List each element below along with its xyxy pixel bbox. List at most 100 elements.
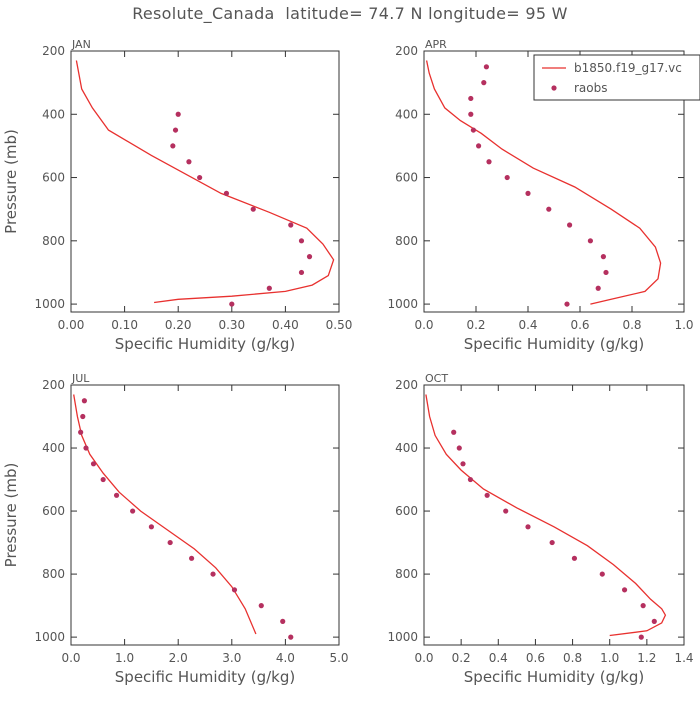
x-axis-label: Specific Humidity (g/kg) [464,335,644,353]
x-tick-label: 0.6 [570,318,589,332]
x-tick-label: 0.2 [466,318,485,332]
obs-point [80,413,86,420]
obs-point [484,492,490,498]
obs-point [81,398,87,404]
obs-point [167,539,173,546]
obs-point [481,80,487,86]
x-tick-label: 2.0 [169,651,188,665]
obs-point [175,111,181,117]
legend-entry-model: b1850.f19_g17.vc [574,61,682,75]
obs-point [266,285,272,291]
obs-point [90,461,97,467]
obs-point [621,587,628,593]
obs-point [549,539,555,546]
x-tick-label: 0.00 [58,318,85,332]
x-tick-label: 1.4 [674,651,693,665]
x-tick-label: 0.6 [526,651,545,665]
obs-point [231,587,238,593]
panel-label: APR [425,38,447,51]
obs-point [587,238,594,244]
legend-box [533,54,700,101]
obs-point [564,301,570,307]
figure-title: Resolute_Canada latitude= 74.7 N longitu… [132,4,568,23]
x-tick-label: 0.4 [518,318,537,332]
x-tick-label: 0.0 [414,318,433,332]
obs-point [603,269,609,276]
obs-point [599,571,605,577]
obs-point [100,476,106,483]
obs-point [288,222,294,228]
obs-point [525,524,531,530]
obs-point [486,159,492,165]
y-tick-label: 400 [42,441,65,455]
panel-jan: 0.00 0.10 0.20 0.30 0.40 0.50 200 400 600 800 1000… [2,38,352,353]
obs-point [280,618,286,624]
obs-point [258,603,264,609]
panel-apr: 0.0 0.2 0.4 0.6 0.8 1.0 200 400 600 800 1000 APR Spe… [387,38,700,353]
y-tick-label: 200 [42,378,65,392]
panel-label: OCT [425,372,448,385]
obs-point [600,254,607,260]
x-tick-label: 5.0 [329,651,348,665]
x-tick-label: 1.0 [600,651,619,665]
y-tick-label: 800 [395,567,418,581]
y-tick-label: 400 [42,107,65,121]
obs-point [298,238,305,244]
x-tick-label: 1.2 [637,651,656,665]
obs-point [172,127,179,133]
obs-point [197,174,203,181]
obs-point [468,95,474,102]
obs-point [223,190,230,196]
obs-point [148,524,154,530]
y-tick-label: 200 [395,44,418,58]
obs-point [460,461,466,467]
x-axis-label: Specific Humidity (g/kg) [115,335,295,353]
y-tick-label: 1000 [34,630,65,644]
y-tick-label: 800 [42,567,65,581]
plot-frame [70,50,340,313]
x-tick-label: 0.0 [414,651,433,665]
obs-point [525,190,531,196]
x-tick-label: 3.0 [222,651,241,665]
x-tick-label: 0.30 [218,318,245,332]
y-tick-label: 1000 [387,630,418,644]
x-axis-label: Specific Humidity (g/kg) [115,668,295,686]
obs-point [451,429,457,435]
x-tick-label: 0.8 [563,651,582,665]
y-tick-label: 600 [395,504,418,518]
obs-point [250,206,256,212]
legend-entry-obs: raobs [574,81,608,95]
x-tick-label: 0.20 [165,318,192,332]
panel-oct: 0.0 0.2 0.4 0.6 0.8 1.0 1.2 1.4 200 400 600 800 1000… [387,372,693,686]
obs-point [78,429,84,435]
obs-point [186,159,192,165]
y-tick-label: 600 [42,504,65,518]
obs-point [595,285,601,291]
obs-point [456,445,462,451]
y-tick-label: 1000 [34,297,65,311]
obs-point [113,492,120,498]
model-line [75,60,335,304]
obs-point [651,618,657,624]
obs-point [229,301,235,307]
y-axis-label: Pressure (mb) [2,129,20,234]
x-tick-label: 0.40 [272,318,299,332]
y-axis-label: Pressure (mb) [2,463,20,568]
x-tick-label: 0.50 [326,318,353,332]
x-tick-label: 0.2 [452,651,471,665]
obs-point [83,445,89,451]
panel-jul: 0.0 1.0 2.0 3.0 4.0 5.0 200 400 600 800 1000 JUL Spe… [2,372,349,686]
plot-frame [423,50,685,313]
model-line [425,394,667,637]
obs-point [468,111,474,117]
y-tick-label: 600 [42,171,65,185]
x-tick-label: 4.0 [276,651,295,665]
y-tick-label: 200 [42,44,65,58]
obs-point [470,127,476,133]
model-line [425,60,662,305]
obs-point [288,634,294,640]
y-tick-label: 200 [395,378,418,392]
obs-point [638,634,644,640]
